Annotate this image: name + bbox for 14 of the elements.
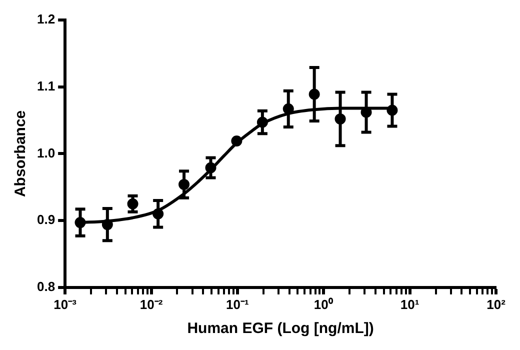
x-tick-label: 10⁻³ <box>54 296 78 312</box>
y-tick-label: 1.1 <box>36 78 56 94</box>
point <box>231 136 242 146</box>
y-tick-label: 1.2 <box>36 12 56 27</box>
x-tick-label: 10² <box>486 296 506 312</box>
y-axis-title: Absorbance <box>12 110 30 198</box>
y-tick-label: 0.9 <box>36 212 56 228</box>
x-tick-label: 10⁻² <box>140 296 164 312</box>
y-tick-label: 0.8 <box>36 278 56 294</box>
x-axis-title: Human EGF (Log [ng/mL]) <box>187 320 374 338</box>
x-tick-label: 10⁻¹ <box>226 296 249 312</box>
x-tick-label: 10¹ <box>400 296 420 312</box>
y-tick-label: 1.0 <box>36 145 56 160</box>
x-tick-label: 10⁰ <box>314 296 334 312</box>
